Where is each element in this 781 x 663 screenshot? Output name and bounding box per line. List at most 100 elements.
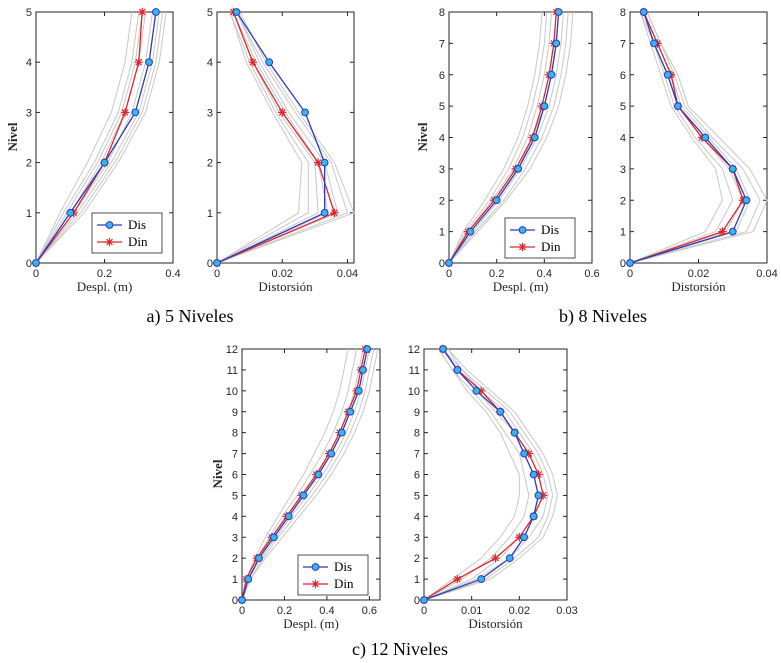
y-tick-label: 3 — [232, 532, 238, 544]
x-tick-label: 0.6 — [584, 268, 599, 280]
envelope-line — [241, 348, 375, 601]
dis-point — [540, 102, 549, 111]
y-tick-label: 3 — [26, 107, 32, 119]
y-tick-label: 7 — [232, 449, 238, 461]
ylabel-c: Nivel — [210, 459, 225, 488]
legend: Dis Din — [297, 554, 369, 596]
envelope-line — [448, 11, 548, 264]
dis-point — [151, 8, 160, 16]
y-tick-label: 3 — [439, 164, 445, 176]
legend: Dis Din — [504, 217, 576, 259]
dis-point — [445, 259, 453, 267]
dis-point — [520, 449, 528, 458]
series-din-line — [216, 11, 336, 264]
x-tick-label: 0 — [214, 268, 220, 280]
caption-b: b) 8 Niveles — [559, 306, 647, 327]
din-point — [718, 227, 727, 236]
x-tick-label: 0 — [627, 268, 633, 280]
y-tick-label: 1 — [620, 227, 626, 239]
dis-point — [552, 39, 561, 48]
x-tick-label: 0 — [239, 605, 245, 617]
legend-din-marker — [518, 242, 527, 252]
dis-point — [639, 8, 648, 16]
din-point — [313, 158, 323, 167]
din-point — [120, 108, 130, 117]
dis-point — [626, 259, 634, 267]
series-dis-line — [216, 11, 326, 264]
x-tick-label: 0.4 — [319, 605, 334, 617]
dis-point — [238, 596, 246, 604]
legend-din-label: Din — [541, 239, 561, 254]
din-point — [477, 386, 486, 396]
y-tick-label: 0 — [414, 595, 420, 607]
y-tick-label: 2 — [620, 195, 626, 207]
envelope-line — [423, 348, 554, 601]
x-axis-label: Distorsión — [671, 279, 726, 294]
dis-point — [363, 345, 372, 353]
dis-point — [547, 70, 556, 79]
legend-dis-marker — [518, 226, 527, 234]
dis-point — [420, 596, 428, 604]
y-tick-label: 5 — [414, 490, 420, 502]
y-tick-label: 6 — [439, 70, 445, 82]
x-tick-label: 0.04 — [337, 268, 358, 280]
dis-point — [466, 227, 475, 236]
envelope-line — [629, 11, 768, 264]
dis-point — [265, 58, 274, 67]
y-tick-label: 8 — [620, 7, 626, 19]
envelope-line — [35, 11, 167, 264]
legend-din-marker — [311, 579, 320, 589]
y-tick-label: 7 — [439, 38, 445, 50]
envelope-line — [216, 11, 349, 264]
chart-a-disp: 0 0.2 0.4 0 1 2 3 4 5 Despl. (m) Dis Din — [26, 7, 181, 294]
envelope-line — [629, 11, 761, 264]
y-tick-label: 2 — [26, 158, 32, 170]
y-tick-label: 8 — [439, 7, 445, 19]
envelope-line — [423, 348, 520, 601]
dis-point — [505, 554, 514, 563]
y-tick-label: 5 — [207, 7, 213, 19]
dis-point — [650, 39, 658, 48]
envelope-line — [35, 11, 133, 264]
chart-a-drift: 0 0.02 0.04 0 1 2 3 4 5 Distorsión — [207, 7, 358, 294]
din-point — [515, 533, 524, 542]
x-axis-label: Distorsión — [468, 616, 523, 631]
dis-point — [742, 196, 751, 205]
dis-point — [269, 533, 278, 542]
y-tick-label: 0 — [232, 595, 238, 607]
y-tick-label: 8 — [232, 428, 238, 440]
dis-point — [728, 227, 737, 236]
envelope-line — [423, 348, 530, 601]
y-tick-label: 3 — [414, 532, 420, 544]
x-tick-label: 0.03 — [556, 605, 577, 617]
dis-point — [213, 259, 221, 267]
x-axis-label: Distorsión — [258, 279, 313, 294]
y-tick-label: 0 — [26, 258, 32, 270]
x-tick-label: 0.4 — [537, 268, 552, 280]
y-tick-label: 9 — [414, 407, 420, 419]
y-tick-label: 7 — [620, 38, 626, 50]
y-tick-label: 9 — [232, 407, 238, 419]
y-tick-label: 5 — [232, 490, 238, 502]
legend-box — [91, 212, 163, 254]
y-tick-label: 5 — [26, 7, 32, 19]
dis-point — [529, 512, 538, 521]
legend-din-label: Din — [128, 234, 148, 249]
y-tick-label: 11 — [409, 365, 420, 377]
dis-point — [520, 533, 528, 542]
x-tick-label: 0.04 — [756, 268, 777, 280]
x-tick-label: 0.4 — [165, 268, 180, 280]
y-tick-label: 7 — [414, 449, 420, 461]
y-tick-label: 2 — [439, 195, 445, 207]
din-point — [137, 7, 147, 17]
dis-point — [32, 259, 40, 267]
envelope-line — [629, 11, 724, 264]
dis-point — [301, 108, 309, 117]
x-tick-label: 0.02 — [509, 605, 530, 617]
legend-box — [297, 554, 369, 596]
envelope-line — [423, 348, 558, 601]
dis-point — [554, 8, 563, 16]
x-tick-label: 0.02 — [688, 268, 709, 280]
legend-dis-marker — [311, 563, 320, 571]
